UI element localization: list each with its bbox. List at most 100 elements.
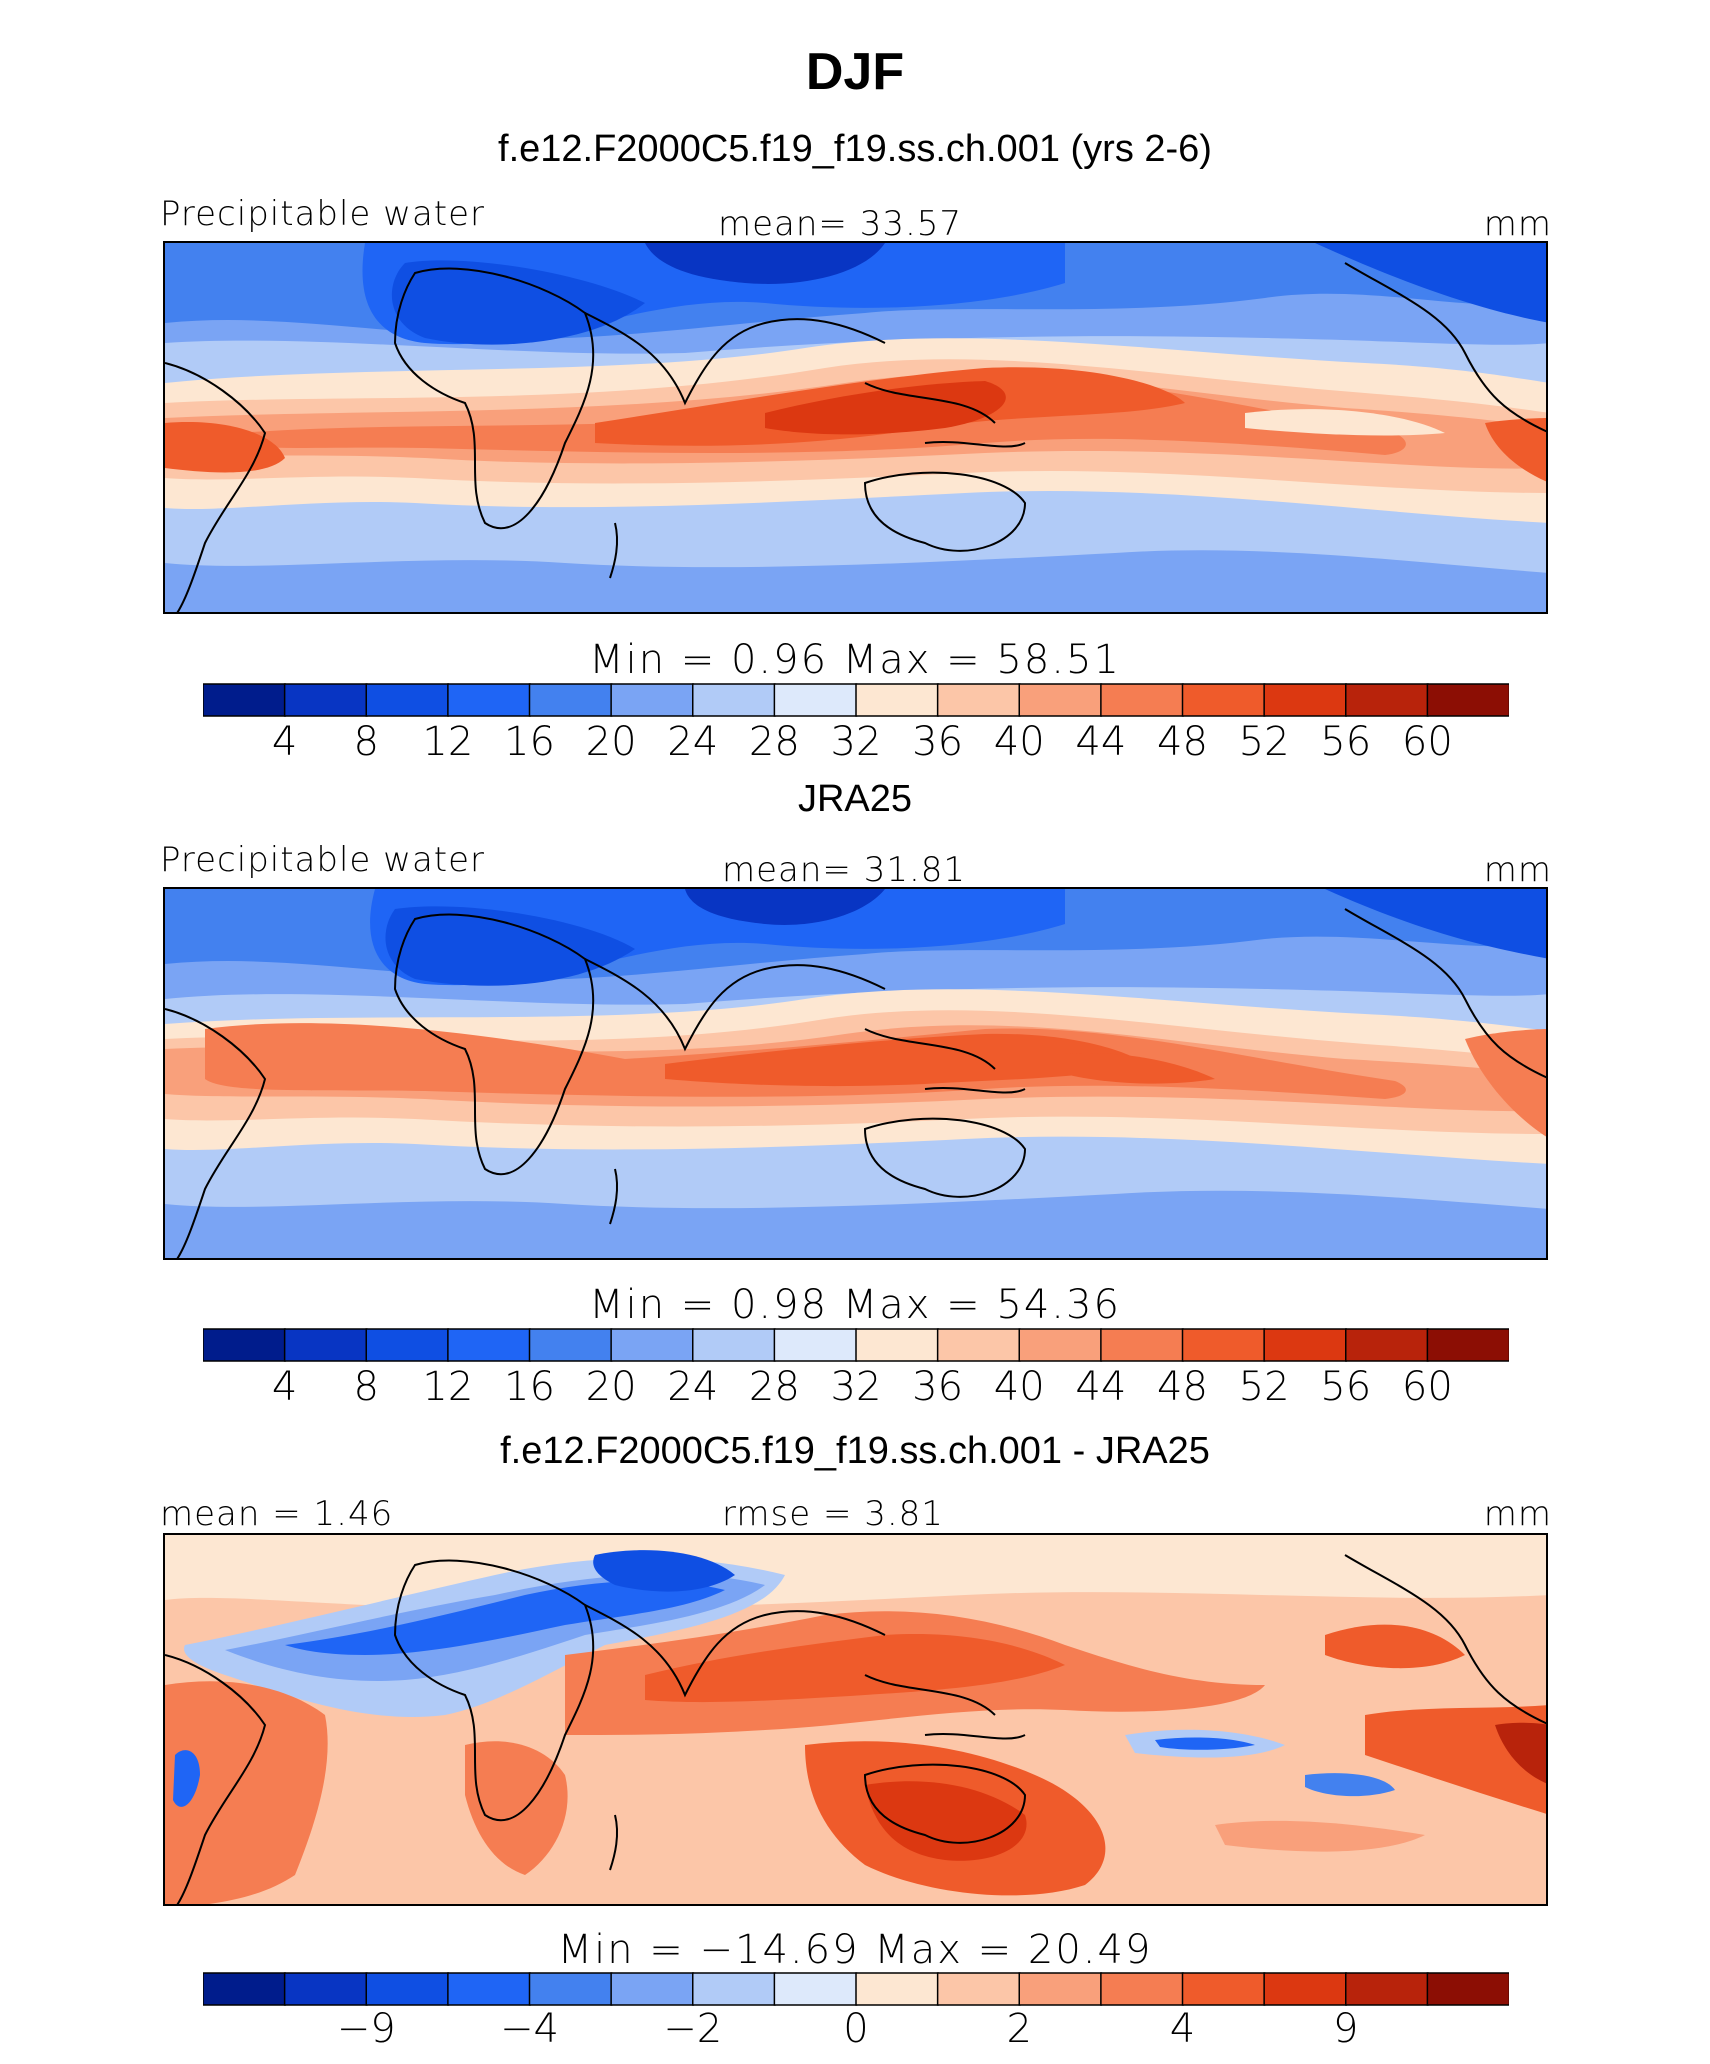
colorbar-swatch [447, 1972, 531, 2006]
colorbar-tick-label: 56 [1320, 1364, 1372, 1410]
colorbar-swatch [203, 683, 286, 717]
colorbar-tick-label: 40 [993, 719, 1045, 765]
colorbar-swatch [1345, 1972, 1429, 2006]
colorbar-swatch [692, 1328, 776, 1362]
colorbar-swatch [283, 1972, 368, 2006]
colorbar-tick-label: 28 [748, 719, 800, 765]
colorbar-swatch [365, 1972, 450, 2006]
colorbar-tick-label: 48 [1157, 1364, 1208, 1410]
colorbar-tick-label: 40 [993, 1364, 1045, 1410]
colorbar-swatch [1345, 1328, 1429, 1362]
colorbar-swatch [773, 683, 858, 717]
colorbar-tick-label: 2 [1006, 2006, 1032, 2052]
panel-3-units-label: mm [1483, 1494, 1552, 1534]
colorbar-swatch [773, 1972, 858, 2006]
colorbar-swatch [203, 1328, 286, 1362]
panel-1-mean-label: mean= 33.57 [718, 204, 963, 244]
panel-3-map [163, 1533, 1548, 1906]
colorbar-swatch [528, 683, 613, 717]
colorbar-swatch [1263, 1972, 1348, 2006]
colorbar-tick-label: 28 [748, 1364, 800, 1410]
colorbar-tick-label: 0 [843, 2006, 869, 2052]
colorbar-tick-label: −9 [336, 2006, 396, 2052]
colorbar-tick-label: 4 [271, 719, 298, 765]
panel-2-heading: JRA25 [797, 778, 913, 820]
panel-1-variable-label: Precipitable water [160, 194, 486, 234]
colorbar-swatch [1100, 1328, 1184, 1362]
colorbar-swatch [203, 1972, 286, 2006]
panel-3-colorbar [203, 1972, 1509, 2006]
panel-1-units-label: mm [1483, 204, 1552, 244]
colorbar-tick-label: 8 [353, 1364, 379, 1410]
colorbar-swatch [1181, 683, 1266, 717]
colorbar-tick-label: 24 [667, 1364, 719, 1410]
colorbar-swatch [365, 1328, 450, 1362]
colorbar-swatch [447, 683, 531, 717]
figure-title: DJF [805, 43, 905, 101]
panel-3-field [165, 1535, 1546, 1904]
colorbar-swatch [773, 1328, 858, 1362]
colorbar-swatch [692, 1972, 776, 2006]
panel-2-units-label: mm [1483, 850, 1552, 890]
colorbar-tick-label: 36 [912, 719, 964, 765]
colorbar-swatch [1018, 1328, 1103, 1362]
colorbar-swatch [610, 1328, 695, 1362]
panel-3-heading: f.e12.F2000C5.f19_f19.ss.ch.001 - JRA25 [500, 1430, 1210, 1472]
colorbar-swatch [1263, 683, 1348, 717]
colorbar-swatch [283, 683, 368, 717]
panel-2-minmax: Min = 0.98 Max = 54.36 [589, 1282, 1121, 1328]
colorbar-swatch [1263, 1328, 1348, 1362]
colorbar-swatch [610, 683, 695, 717]
colorbar-swatch [1345, 683, 1429, 717]
colorbar-tick-label: 9 [1333, 2006, 1359, 2052]
colorbar-tick-label: 24 [667, 719, 719, 765]
panel-1-colorbar [203, 683, 1509, 717]
colorbar-tick-label: 4 [1169, 2006, 1196, 2052]
colorbar-swatch [610, 1972, 695, 2006]
colorbar-swatch [447, 1328, 531, 1362]
colorbar-swatch [1018, 1972, 1103, 2006]
colorbar-tick-label: 56 [1320, 719, 1372, 765]
colorbar-swatch [528, 1328, 613, 1362]
panel-2-map [163, 887, 1548, 1260]
colorbar-tick-label: 12 [422, 1364, 474, 1410]
colorbar-tick-label: 36 [912, 1364, 964, 1410]
panel-2-mean-label: mean= 31.81 [722, 850, 967, 890]
colorbar-swatch [855, 1972, 939, 2006]
panel-3-minmax: Min = −14.69 Max = 20.49 [557, 1927, 1153, 1973]
panel-1-colorbar-ticks: 4 8 12 16 20 24 28 32 36 40 44 48 52 56 60 [203, 719, 1509, 767]
panel-1-map [163, 241, 1548, 614]
panel-2-variable-label: Precipitable water [160, 840, 486, 880]
colorbar-tick-label: 16 [504, 719, 555, 765]
panel-2-colorbar [203, 1328, 1509, 1362]
colorbar-swatch [1426, 683, 1509, 717]
colorbar-swatch [855, 683, 939, 717]
colorbar-tick-label: 12 [422, 719, 474, 765]
colorbar-swatch [936, 1328, 1021, 1362]
colorbar-tick-label: 48 [1157, 719, 1208, 765]
colorbar-tick-label: 20 [585, 719, 637, 765]
colorbar-tick-label: −4 [500, 2006, 559, 2052]
colorbar-tick-label: 60 [1401, 1364, 1453, 1410]
colorbar-swatch [692, 683, 776, 717]
colorbar-swatch [1018, 683, 1103, 717]
colorbar-swatch [1181, 1972, 1266, 2006]
colorbar-swatch [1100, 683, 1184, 717]
colorbar-swatch [1426, 1972, 1509, 2006]
colorbar-tick-label: 16 [504, 1364, 555, 1410]
colorbar-tick-label: 52 [1238, 1364, 1290, 1410]
colorbar-tick-label: 32 [830, 1364, 882, 1410]
colorbar-swatch [855, 1328, 939, 1362]
colorbar-swatch [936, 683, 1021, 717]
colorbar-tick-label: −2 [663, 2006, 723, 2052]
colorbar-swatch [1100, 1972, 1184, 2006]
colorbar-swatch [528, 1972, 613, 2006]
panel-2-field [165, 889, 1546, 1258]
panel-3-colorbar-ticks: −9 −4 −2 0 2 4 9 [203, 2006, 1509, 2054]
colorbar-swatch [1426, 1328, 1509, 1362]
colorbar-tick-label: 52 [1238, 719, 1290, 765]
colorbar-tick-label: 4 [271, 1364, 298, 1410]
colorbar-tick-label: 44 [1075, 1364, 1127, 1410]
colorbar-swatch [365, 683, 450, 717]
colorbar-tick-label: 32 [830, 719, 882, 765]
